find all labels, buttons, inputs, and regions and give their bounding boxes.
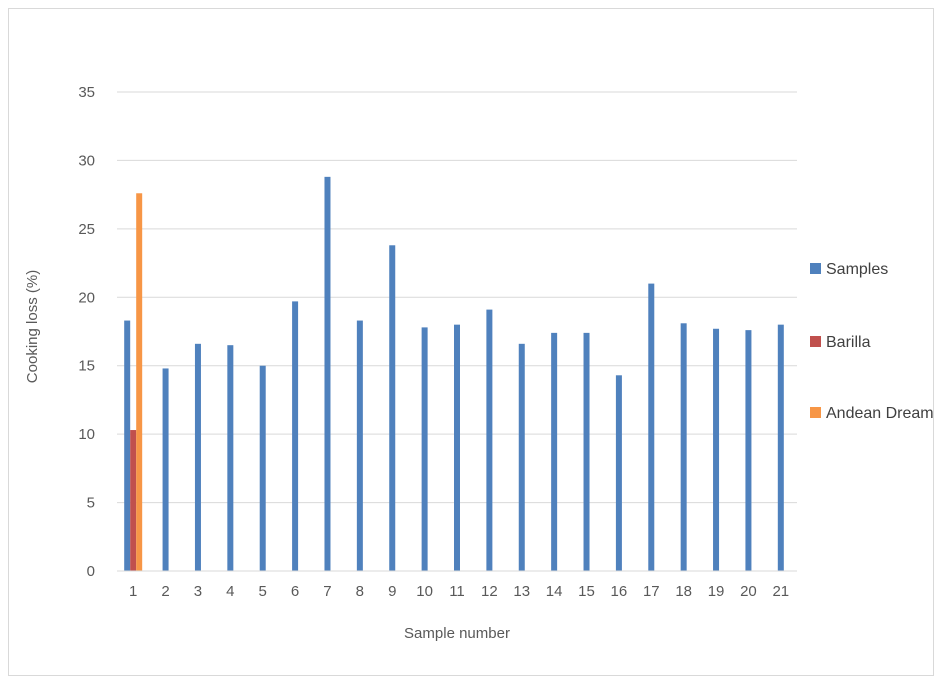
bar-samples-16 [615, 375, 622, 571]
y-axis-ticks: 0 5 10 15 20 25 30 35 [78, 84, 95, 580]
y-tick-label: 25 [78, 221, 95, 238]
bar-samples-17 [648, 283, 655, 571]
legend-swatch-barilla [810, 336, 821, 347]
x-tick-label: 12 [481, 583, 498, 600]
bar-samples-4 [227, 345, 234, 571]
x-tick-label: 1 [129, 583, 137, 600]
legend-label: Samples [826, 261, 888, 278]
x-tick-label: 13 [513, 583, 530, 600]
legend-swatch-andean-dream [810, 407, 821, 418]
x-tick-label: 11 [449, 583, 465, 600]
bar-samples-13 [518, 343, 525, 571]
y-tick-label: 30 [78, 152, 95, 169]
x-axis-ticks: 1 2 3 4 5 6 7 8 9 10 11 12 13 14 15 16 17 18 19 20 21 [129, 583, 789, 600]
x-tick-label: 5 [259, 583, 267, 600]
bar-samples-15 [583, 332, 590, 571]
bar-andean-dream-1 [136, 193, 143, 571]
bar-samples-9 [389, 245, 396, 571]
bar-samples-18 [680, 323, 687, 571]
x-tick-label: 15 [578, 583, 595, 600]
legend-label: Barilla [826, 334, 871, 351]
bar-samples-20 [745, 330, 752, 571]
bar-samples-11 [454, 324, 460, 571]
bar-samples-6 [292, 301, 299, 571]
bar-samples-5 [259, 365, 266, 571]
bar-samples-3 [194, 343, 201, 571]
x-tick-label: 14 [546, 583, 563, 600]
y-tick-label: 20 [78, 289, 95, 306]
x-tick-label: 4 [226, 583, 234, 600]
legend-swatch-samples [810, 263, 821, 274]
bar-samples-8 [356, 320, 363, 571]
x-tick-label: 21 [772, 583, 789, 600]
x-tick-label: 8 [356, 583, 364, 600]
bar-samples-21 [777, 324, 784, 571]
x-tick-label: 2 [161, 583, 169, 600]
x-axis-title: Sample number [404, 625, 510, 642]
bar-samples-7 [324, 176, 331, 571]
bar-samples-2 [162, 368, 169, 571]
x-tick-label: 9 [388, 583, 396, 600]
x-tick-label: 7 [323, 583, 331, 600]
legend-label: Andean Dream [826, 405, 934, 422]
y-tick-label: 0 [87, 563, 95, 580]
y-axis-title: Cooking loss (%) [24, 270, 41, 383]
x-tick-label: 20 [740, 583, 757, 600]
bar-samples-14 [551, 332, 558, 571]
x-tick-label: 16 [611, 583, 628, 600]
legend: Samples Barilla Andean Dream [810, 261, 934, 422]
x-tick-label: 3 [194, 583, 202, 600]
x-tick-label: 17 [643, 583, 660, 600]
bars [124, 176, 784, 571]
y-tick-label: 15 [78, 358, 95, 375]
x-tick-label: 19 [708, 583, 725, 600]
x-tick-label: 6 [291, 583, 299, 600]
bar-samples-10 [421, 327, 428, 571]
bar-samples-1 [124, 320, 131, 571]
x-tick-label: 18 [675, 583, 692, 600]
y-tick-label: 35 [78, 84, 95, 101]
bar-samples-12 [486, 309, 493, 571]
x-tick-label: 10 [416, 583, 433, 600]
y-tick-label: 5 [87, 495, 95, 512]
bar-barilla-1 [130, 430, 137, 571]
y-tick-label: 10 [78, 426, 95, 443]
bar-samples-19 [713, 328, 720, 571]
